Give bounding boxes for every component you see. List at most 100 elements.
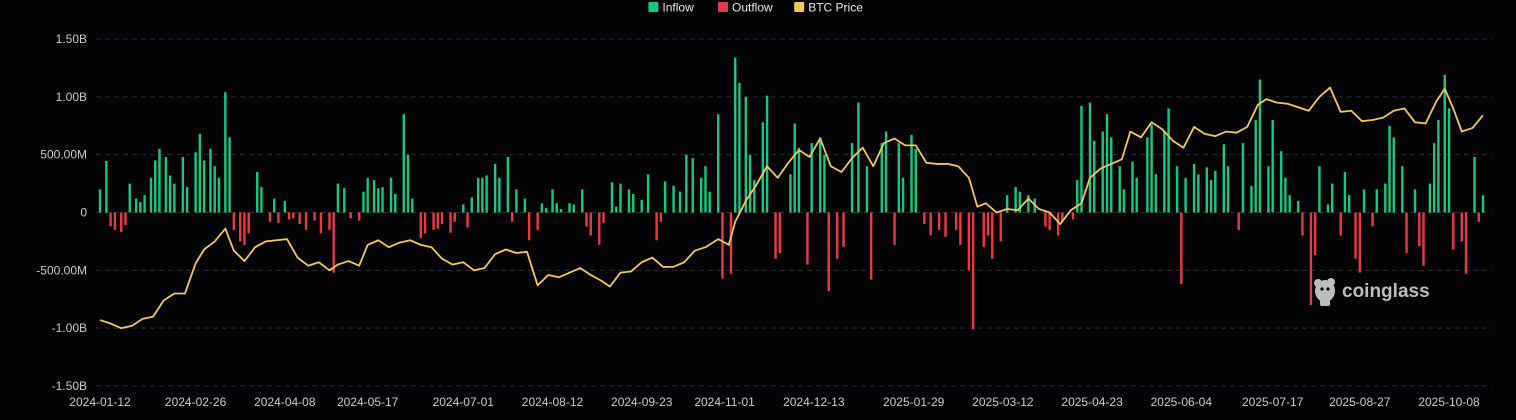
inflow-bar bbox=[1443, 74, 1446, 213]
inflow-bar bbox=[850, 143, 854, 213]
inflow-bar bbox=[640, 199, 643, 213]
outflow-bar bbox=[869, 212, 873, 280]
outflow-bar bbox=[937, 212, 941, 230]
outflow-bar bbox=[655, 212, 658, 241]
inflow-bar bbox=[1135, 177, 1138, 213]
x-tick-label: 2024-07-01 bbox=[433, 395, 495, 409]
inflow-bar bbox=[1447, 108, 1451, 213]
coinglass-watermark: coinglass bbox=[1314, 278, 1430, 306]
outflow-bar bbox=[239, 212, 242, 242]
outflow-bar bbox=[466, 212, 469, 228]
outflow-bar bbox=[893, 212, 896, 245]
inflow-bar bbox=[1375, 189, 1378, 213]
outflow-bar bbox=[827, 212, 830, 292]
btc-price-line bbox=[99, 86, 1484, 330]
inflow-bar bbox=[164, 156, 168, 213]
inflow-bar bbox=[1146, 137, 1149, 213]
inflow-bar bbox=[857, 102, 860, 213]
outflow-bar bbox=[1464, 212, 1468, 274]
inflow-bar bbox=[1432, 143, 1436, 213]
inflow-bar bbox=[181, 156, 185, 213]
inflow-bar bbox=[884, 131, 888, 213]
x-tick-label: 2025-10-08 bbox=[1418, 395, 1480, 409]
inflow-bar bbox=[540, 203, 544, 213]
inflow-bar bbox=[610, 182, 614, 213]
inflow-bar bbox=[753, 180, 756, 213]
outflow-bar bbox=[268, 212, 272, 222]
inflow-bar bbox=[1027, 195, 1030, 213]
outflow-bar bbox=[313, 212, 316, 221]
x-tick-label: 2025-03-12 bbox=[972, 395, 1034, 409]
inflow-bar bbox=[1428, 183, 1432, 213]
x-tick-label: 2024-05-17 bbox=[337, 395, 399, 409]
y-tick-label: -1.50B bbox=[52, 379, 87, 393]
x-tick-label: 2025-01-29 bbox=[883, 395, 945, 409]
inflow-bar bbox=[700, 177, 703, 213]
inflow-bar bbox=[1110, 137, 1113, 213]
outflow-bar bbox=[971, 212, 975, 330]
outflow-bar bbox=[1044, 212, 1047, 227]
y-tick-label: 500.00M bbox=[40, 148, 87, 162]
inflow-bar bbox=[139, 202, 142, 213]
inflow-bar bbox=[717, 114, 720, 213]
inflow-bar bbox=[568, 203, 571, 213]
inflow-bar bbox=[1330, 183, 1334, 213]
inflow-bar bbox=[1005, 195, 1009, 213]
inflow-bar bbox=[394, 193, 397, 213]
inflow-bar bbox=[1258, 79, 1262, 213]
inflow-bar bbox=[372, 180, 376, 213]
outflow-bar bbox=[1048, 212, 1051, 230]
inflow-bar bbox=[1437, 119, 1440, 213]
inflow-bar bbox=[663, 181, 667, 213]
outflow-bar bbox=[1358, 212, 1361, 273]
outflow-bar bbox=[1452, 212, 1455, 250]
inflow-bar bbox=[1226, 166, 1230, 213]
inflow-bar bbox=[627, 189, 631, 213]
inflow-bar bbox=[1076, 180, 1079, 213]
inflow-bar bbox=[789, 174, 792, 213]
outflow-bar bbox=[357, 212, 361, 221]
inflow-bar bbox=[149, 177, 153, 213]
legend-label-inflow[interactable]: Inflow bbox=[662, 1, 694, 15]
x-tick-label: 2024-08-12 bbox=[522, 395, 584, 409]
inflow-bar bbox=[406, 154, 410, 213]
x-tick-label: 2025-06-04 bbox=[1151, 395, 1213, 409]
inflow-bar bbox=[1150, 124, 1153, 213]
inflow-bar bbox=[1241, 143, 1245, 213]
outflow-bar bbox=[124, 212, 127, 226]
inflow-bar bbox=[818, 137, 822, 213]
outflow-bar bbox=[991, 212, 994, 259]
outflow-bar bbox=[602, 212, 605, 223]
inflow-bar bbox=[1318, 166, 1321, 213]
inflow-bar bbox=[646, 174, 650, 213]
outflow-bar bbox=[842, 212, 845, 248]
x-axis-labels: 2024-01-12 2024-02-26 2024-04-08 2024-05-17… bbox=[69, 395, 1480, 409]
outflow-bar bbox=[449, 212, 452, 233]
outflow-bar bbox=[1339, 212, 1342, 236]
inflow-bar bbox=[551, 189, 554, 213]
inflow-bar bbox=[1167, 108, 1170, 213]
inflow-bar bbox=[228, 137, 231, 213]
legend-swatch-btc-price bbox=[794, 2, 805, 12]
outflow-bar bbox=[585, 212, 588, 227]
inflow-bar bbox=[1209, 180, 1213, 213]
outflow-bar bbox=[292, 212, 295, 219]
inflow-bar bbox=[1105, 114, 1109, 213]
inflow-bar bbox=[256, 172, 259, 213]
inflow-bar bbox=[581, 189, 584, 213]
inflow-bar bbox=[555, 203, 558, 213]
y-tick-label: 0 bbox=[80, 206, 87, 220]
inflow-bar bbox=[1413, 189, 1417, 213]
inflow-bar bbox=[366, 177, 369, 213]
coinglass-logo-icon bbox=[1314, 278, 1335, 306]
legend-label-btc-price[interactable]: BTC Price bbox=[808, 1, 863, 15]
outflow-bar bbox=[243, 212, 246, 245]
inflow-bar bbox=[470, 197, 473, 213]
y-tick-label: -1.00B bbox=[52, 321, 87, 335]
outflow-bar bbox=[232, 212, 236, 230]
inflow-bar bbox=[1473, 156, 1476, 213]
legend-label-outflow[interactable]: Outflow bbox=[732, 1, 773, 15]
inflow-bar bbox=[914, 148, 917, 213]
inflow-bar bbox=[476, 177, 480, 213]
inflow-bar bbox=[810, 143, 813, 213]
